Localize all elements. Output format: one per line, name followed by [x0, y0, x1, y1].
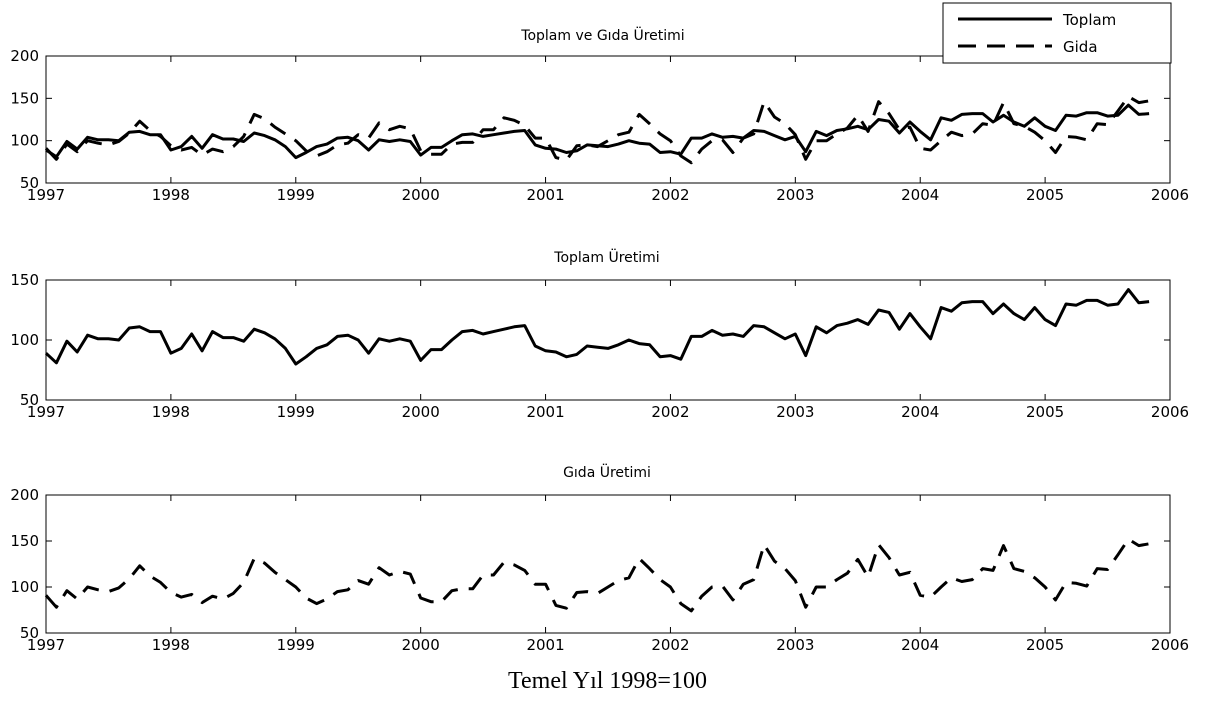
- x-tick-label: 2003: [776, 403, 814, 421]
- y-tick-label: 150: [10, 271, 39, 289]
- x-tick-label: 2001: [526, 636, 564, 654]
- plot-area: [46, 56, 1170, 183]
- chart-title: Toplam Üretimi: [553, 248, 659, 266]
- x-tick-label: 2001: [526, 403, 564, 421]
- x-tick-label: 2000: [402, 403, 440, 421]
- x-tick-label: 2002: [651, 186, 689, 204]
- legend-label-gida: Gida: [1063, 38, 1098, 56]
- chart-panel-gida: Gıda Üretimi 1997 1998 1999 2000 2001 2002 200…: [10, 463, 1189, 654]
- chart-panel-toplam: Toplam Üretimi 1997 1998 1999 2000 2001 2002 2…: [10, 248, 1189, 421]
- x-tick-label: 2003: [776, 186, 814, 204]
- x-tick-label: 2002: [651, 403, 689, 421]
- series-line-gida: [46, 539, 1149, 611]
- x-tick-label: 2001: [526, 186, 564, 204]
- y-tick-label: 150: [10, 89, 39, 107]
- x-tick-label: 2003: [776, 636, 814, 654]
- x-tick-label: 1999: [277, 636, 315, 654]
- y-tick-label: 100: [10, 132, 39, 150]
- figure: Toplam ve Gıda Üretimi 1997 1998 1999 2000 2…: [0, 0, 1215, 665]
- x-tick-label: 2004: [901, 186, 939, 204]
- y-tick-label: 100: [10, 578, 39, 596]
- x-tick-label: 1999: [277, 186, 315, 204]
- chart-title: Gıda Üretimi: [563, 463, 651, 481]
- chart-title: Toplam ve Gıda Üretimi: [520, 26, 684, 44]
- x-tick-label: 2000: [402, 636, 440, 654]
- y-tick-label: 50: [20, 174, 39, 192]
- x-tick-label: 1998: [152, 403, 190, 421]
- x-tick-label: 2004: [901, 636, 939, 654]
- y-tick-label: 200: [10, 486, 39, 504]
- series-line-gida: [46, 97, 1149, 163]
- x-tick-label: 2005: [1026, 636, 1064, 654]
- plot-area: [46, 280, 1170, 400]
- y-tick-label: 100: [10, 331, 39, 349]
- x-tick-label: 1998: [152, 186, 190, 204]
- x-tick-label: 2000: [402, 186, 440, 204]
- x-tick-label: 1998: [152, 636, 190, 654]
- y-tick-label: 50: [20, 391, 39, 409]
- x-tick-label: 2005: [1026, 186, 1064, 204]
- legend-label-toplam: Toplam: [1062, 11, 1116, 29]
- x-tick-label: 2006: [1151, 636, 1189, 654]
- x-tick-label: 2004: [901, 403, 939, 421]
- y-tick-label: 150: [10, 532, 39, 550]
- x-tick-label: 2002: [651, 636, 689, 654]
- x-tick-label: 2005: [1026, 403, 1064, 421]
- plot-area: [46, 495, 1170, 633]
- legend-box: [943, 3, 1171, 63]
- base-year-caption: Temel Yıl 1998=100: [0, 668, 1215, 695]
- series-line-toplam: [46, 290, 1149, 364]
- x-tick-label: 2006: [1151, 186, 1189, 204]
- y-tick-label: 50: [20, 624, 39, 642]
- x-tick-label: 1999: [277, 403, 315, 421]
- x-tick-label: 2006: [1151, 403, 1189, 421]
- legend: Toplam Gida: [943, 3, 1171, 63]
- y-tick-label: 200: [10, 47, 39, 65]
